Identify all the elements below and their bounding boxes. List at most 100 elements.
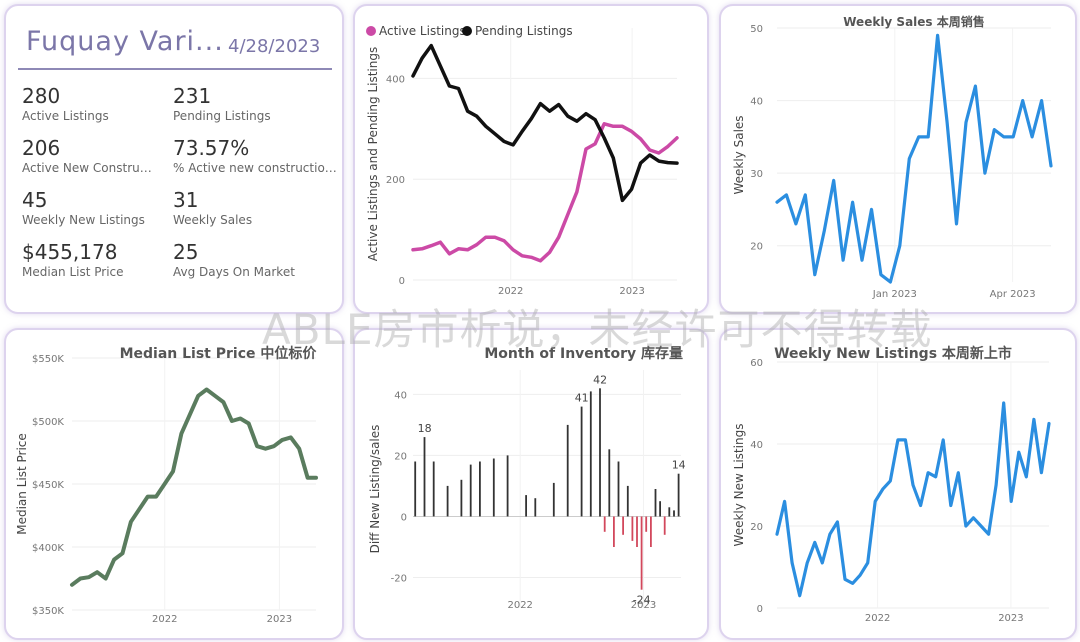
data-label: -24 (633, 594, 651, 607)
legend-label: Active Listings (379, 24, 466, 38)
bar (603, 516, 606, 532)
bar (622, 516, 624, 535)
bar (580, 406, 583, 517)
y-tick-label: $500K (32, 417, 64, 428)
listings-chart: 0 200 400 2022 2023 Active Listings and Pendi… (366, 24, 679, 297)
inventory-chart-card: -20 0 20 40 2022 2023 Diff New Listing/sales Mo… (353, 328, 709, 640)
inventory-chart: -20 0 20 40 2022 2023 Diff New Listing/sales Mo… (368, 345, 686, 611)
kpi-active-new-construction: 206 Active New Constructi... (22, 136, 158, 176)
weekly-sales-chart: 20 30 40 50 Jan 2023 Apr 2023 Weekly Sales Week… (732, 14, 1053, 300)
kpi-active-listings: 280 Active Listings (22, 84, 172, 124)
kpi-label: Active New Constructi... (22, 161, 158, 175)
bar (479, 461, 481, 517)
kpi-value: 206 (22, 136, 61, 160)
chart-title: Median List Price 中位标价 (120, 345, 318, 362)
bar (469, 464, 472, 517)
bar (534, 498, 537, 517)
bar (460, 479, 463, 517)
bar (677, 473, 680, 517)
median-price-chart: $350K $400K $450K $500K $550K 2022 2023 Median … (15, 345, 318, 625)
bar (631, 516, 634, 541)
legend-label: Pending Listings (475, 24, 573, 38)
x-tick-label: 2023 (998, 613, 1023, 624)
series-line-median-list-price (70, 387, 318, 587)
kpi-value: 25 (173, 240, 199, 264)
listings-chart-card: 0 200 400 2022 2023 Active Listings and Pendi… (353, 4, 709, 314)
bar (668, 507, 671, 517)
bar (552, 482, 555, 517)
bar (626, 485, 629, 517)
y-tick-label: 40 (750, 97, 763, 108)
kpi-median-list-price: $455,178 Median List Price (22, 240, 172, 280)
bar (640, 516, 643, 590)
weekly-sales-chart-card: 20 30 40 50 Jan 2023 Apr 2023 Weekly Sales Week… (719, 4, 1077, 314)
y-tick-label: 50 (750, 24, 763, 35)
bar (492, 458, 495, 517)
y-axis-title: Weekly Sales (732, 115, 746, 194)
y-tick-label: 40 (750, 440, 763, 451)
y-tick-label: 20 (394, 451, 407, 462)
bar (446, 485, 449, 517)
kpi-card: Fuquay Vari... 4/28/2023 280 Active List… (4, 4, 344, 314)
kpi-pct-new-construction: 73.57% % Active new constructions (173, 136, 338, 176)
bar (506, 455, 509, 517)
y-tick-label: 0 (399, 276, 405, 287)
y-tick-label: 200 (386, 175, 405, 186)
kpi-value: 73.57% (173, 136, 250, 160)
bar (608, 449, 611, 517)
y-tick-label: 20 (750, 522, 763, 533)
kpi-card-divider (18, 68, 332, 70)
kpi-pending-listings: 231 Pending Listings (173, 84, 323, 124)
y-axis-title: Weekly New Listings (732, 424, 746, 547)
data-label: 42 (593, 373, 607, 386)
bar (423, 437, 426, 517)
data-label: 14 (672, 459, 686, 472)
kpi-card-title: Fuquay Vari... (26, 26, 224, 57)
kpi-value: $455,178 (22, 240, 118, 264)
median-price-chart-card: $350K $400K $450K $500K $550K 2022 2023 Median … (4, 328, 344, 640)
kpi-label: % Active new constructions (173, 161, 338, 175)
x-tick-label: 2023 (619, 286, 644, 297)
y-axis-title: Diff New Listing/sales (368, 425, 382, 554)
chart-title: Month of Inventory 库存量 (484, 345, 683, 362)
bar (599, 388, 601, 517)
kpi-label: Median List Price (22, 265, 124, 279)
x-tick-label: 2022 (498, 286, 523, 297)
legend-marker (462, 26, 472, 36)
bar (589, 391, 592, 517)
kpi-weekly-new-listings: 45 Weekly New Listings (22, 188, 172, 228)
chart-title: Weekly Sales 本周销售 (843, 14, 985, 29)
x-tick-label: Apr 2023 (990, 289, 1036, 300)
kpi-avg-days-on-market: 25 Avg Days On Market (173, 240, 323, 280)
series-line-active-listings (411, 122, 679, 263)
bar (414, 461, 417, 517)
kpi-value: 31 (173, 188, 199, 212)
x-tick-label: 2023 (631, 600, 656, 611)
kpi-value: 45 (22, 188, 48, 212)
data-label: 41 (575, 392, 589, 405)
data-label: 18 (418, 422, 432, 435)
kpi-label: Avg Days On Market (173, 265, 295, 279)
bar (432, 461, 435, 517)
bar (654, 489, 657, 517)
x-tick-label: 2022 (507, 600, 532, 611)
y-tick-label: $450K (32, 480, 64, 491)
series-line-pending-listings (411, 43, 679, 203)
y-tick-label: 20 (750, 242, 763, 253)
series-line-weekly-new-listings (775, 401, 1051, 598)
y-axis-title: Active Listings and Pending Listings (366, 47, 380, 262)
bar (636, 516, 638, 547)
y-tick-label: 40 (394, 390, 407, 401)
new-listings-chart: 0 20 40 60 2022 2023 Weekly New Listings Weekly… (732, 345, 1051, 624)
x-tick-label: Jan 2023 (872, 289, 917, 300)
kpi-value: 231 (173, 84, 212, 108)
kpi-value: 280 (22, 84, 61, 108)
bar (617, 461, 620, 517)
bar (645, 516, 648, 532)
chart-title: Weekly New Listings 本周新上市 (774, 345, 1012, 362)
x-tick-label: 2023 (267, 614, 292, 625)
bar (613, 516, 615, 547)
bar (566, 424, 569, 517)
y-tick-label: 60 (750, 358, 763, 369)
bar (525, 495, 527, 517)
